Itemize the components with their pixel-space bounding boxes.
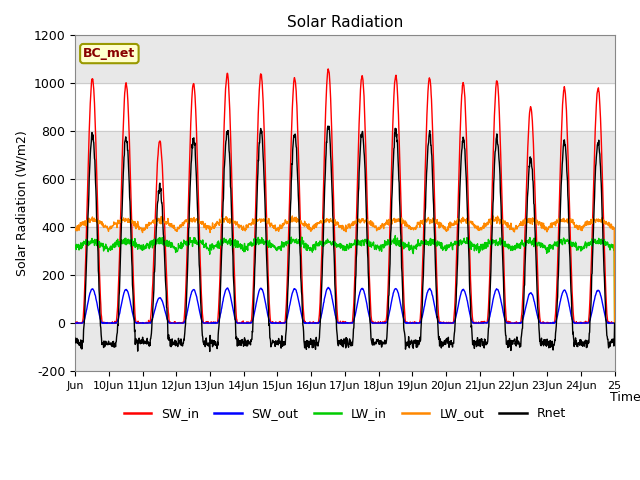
Legend: SW_in, SW_out, LW_in, LW_out, Rnet: SW_in, SW_out, LW_in, LW_out, Rnet bbox=[118, 402, 571, 425]
Text: BC_met: BC_met bbox=[83, 47, 136, 60]
Bar bbox=[75, 36, 614, 84]
Bar bbox=[75, 131, 614, 179]
Bar bbox=[75, 227, 614, 275]
Y-axis label: Solar Radiation (W/m2): Solar Radiation (W/m2) bbox=[15, 131, 28, 276]
Title: Solar Radiation: Solar Radiation bbox=[287, 15, 403, 30]
X-axis label: Time: Time bbox=[610, 391, 640, 404]
Bar bbox=[75, 323, 614, 371]
